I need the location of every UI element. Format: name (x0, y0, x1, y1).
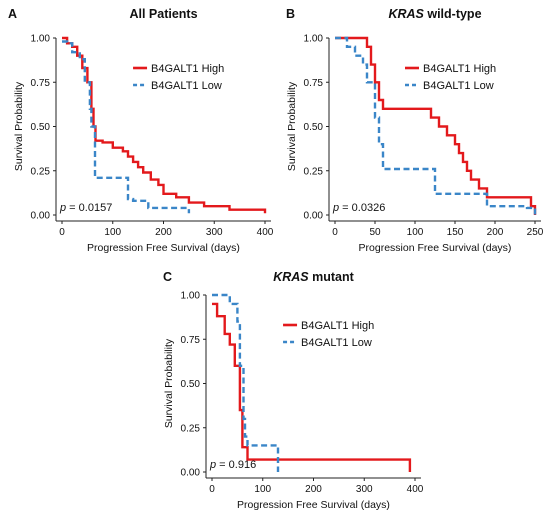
x-tick-label: 200 (487, 227, 504, 238)
y-tick-label: 1.00 (304, 34, 324, 45)
legend-label: B4GALT1 High (151, 63, 224, 75)
x-tick-label: 400 (407, 484, 424, 495)
y-tick-label: 0.25 (304, 166, 324, 177)
y-tick-label: 0.75 (181, 335, 201, 346)
x-tick-label: 0 (59, 227, 65, 238)
legend-label: B4GALT1 High (301, 320, 374, 332)
p-value: p = 0.0326 (332, 202, 385, 214)
x-axis-title: Progression Free Survival (days) (359, 242, 512, 254)
x-tick-label: 0 (332, 227, 338, 238)
panel-a: A All Patients 0.00 0.25 0.50 0.75 1.00 0 100 200… (8, 7, 274, 254)
x-axis-title: Progression Free Survival (days) (237, 499, 390, 511)
legend-label: B4GALT1 Low (301, 337, 372, 349)
y-axis-title: Survival Probability (286, 81, 298, 171)
panel-c: C KRAS mutant 0.00 0.25 0.50 0.75 1.00 0 100 200 3… (163, 270, 424, 511)
title-text: mutant (309, 270, 355, 284)
panel-b: B KRAS wild-type 0.00 0.25 0.50 0.75 1.00 0 50 10… (286, 7, 544, 254)
x-tick-label: 300 (356, 484, 373, 495)
y-tick-label: 0.50 (181, 379, 201, 390)
x-tick-label: 100 (104, 227, 121, 238)
title-text: wild-type (424, 7, 482, 21)
y-tick-label: 0.75 (31, 78, 51, 89)
title-gene: KRAS (273, 270, 309, 284)
panel-letter: B (286, 7, 295, 21)
title-gene: KRAS (388, 7, 424, 21)
p-symbol: p (209, 459, 216, 471)
p-value: p = 0.0157 (59, 202, 112, 214)
x-tick-label: 0 (209, 484, 215, 495)
p-value-text: = 0.916 (216, 459, 256, 471)
legend-label: B4GALT1 Low (423, 80, 494, 92)
panel-title: KRAS mutant (273, 270, 354, 284)
y-axis-title: Survival Probability (163, 338, 175, 428)
x-tick-label: 400 (257, 227, 274, 238)
p-symbol: p (332, 202, 339, 214)
legend-label: B4GALT1 Low (151, 80, 222, 92)
series-high-curve (335, 36, 537, 215)
y-tick-label: 0.75 (304, 78, 324, 89)
x-tick-label: 250 (527, 227, 544, 238)
series-high-curve (62, 36, 267, 214)
x-tick-label: 200 (155, 227, 172, 238)
panel-title: KRAS wild-type (388, 7, 481, 21)
y-tick-label: 0.00 (181, 468, 201, 479)
x-axis-title: Progression Free Survival (days) (87, 242, 240, 254)
legend-label: B4GALT1 High (423, 63, 496, 75)
p-symbol: p (59, 202, 66, 214)
y-tick-label: 0.25 (31, 166, 51, 177)
x-tick-label: 200 (305, 484, 322, 495)
series-high-curve (212, 302, 412, 472)
y-axis-title: Survival Probability (13, 81, 25, 171)
x-tick-label: 50 (369, 227, 381, 238)
panel-letter: C (163, 270, 172, 284)
x-tick-label: 100 (254, 484, 271, 495)
panel-letter: A (8, 7, 17, 21)
p-value-text: = 0.0157 (66, 202, 112, 214)
y-tick-label: 0.00 (31, 211, 51, 222)
y-tick-label: 0.50 (304, 122, 324, 133)
series-low-curve (212, 293, 280, 472)
panel-title: All Patients (129, 7, 197, 21)
y-tick-label: 0.25 (181, 423, 201, 434)
y-tick-label: 0.00 (304, 211, 324, 222)
y-tick-label: 1.00 (31, 34, 51, 45)
x-tick-label: 100 (407, 227, 424, 238)
series-low-curve (62, 40, 191, 214)
y-tick-label: 0.50 (31, 122, 51, 133)
p-value: p = 0.916 (209, 459, 256, 471)
y-tick-label: 1.00 (181, 291, 201, 302)
p-value-text: = 0.0326 (339, 202, 385, 214)
x-tick-label: 150 (447, 227, 464, 238)
x-tick-label: 300 (206, 227, 223, 238)
series-low-curve (335, 36, 537, 215)
